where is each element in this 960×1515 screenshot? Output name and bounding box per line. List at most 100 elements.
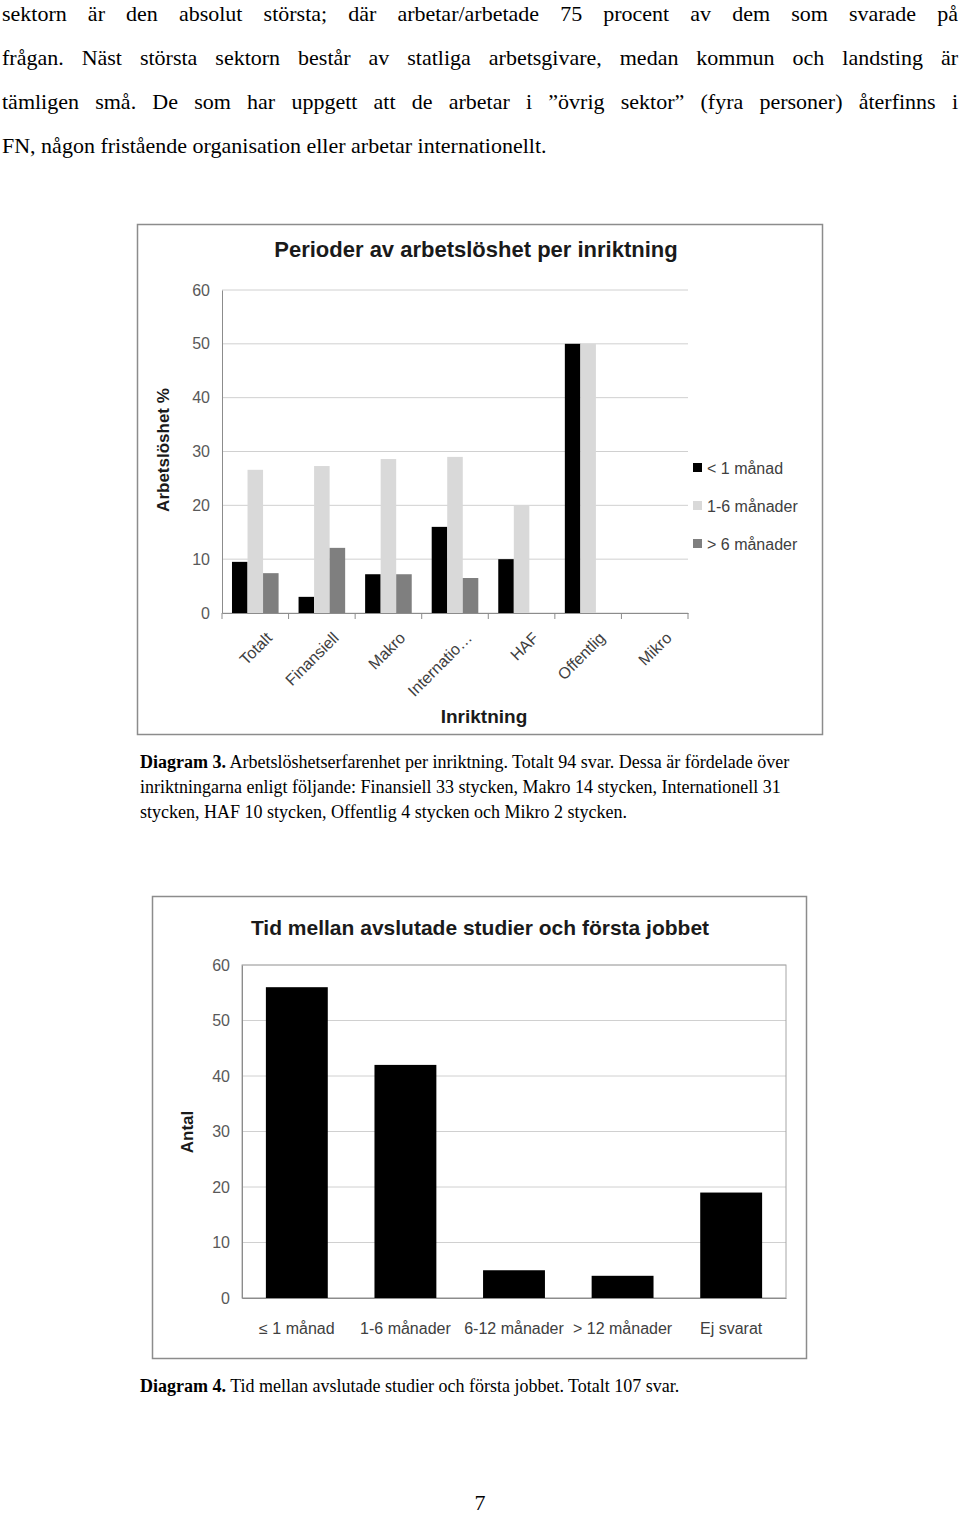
- y-tick: 20: [212, 1179, 242, 1196]
- x-axis-line: [223, 613, 689, 614]
- caption-text: Arbetslöshetserfarenhet per inriktning. …: [140, 752, 789, 822]
- caption-text: Tid mellan avslutade studier och första …: [230, 1376, 679, 1396]
- legend-swatch: [693, 539, 702, 548]
- grid: [242, 965, 786, 1298]
- x-axis: ≤ 1 månad 1-6 månader 6-12 månader > 12 mån…: [243, 1298, 787, 1337]
- bar: [580, 344, 596, 613]
- x-tick-label: HAF: [507, 629, 542, 664]
- chart: 0 10 20 30 40 50 60 ≤ 1 månad 1-6 månader 6-12 må…: [152, 896, 807, 1359]
- category-separator: [355, 613, 356, 619]
- y-tick-label: 60: [212, 957, 230, 974]
- caption-label: Diagram 4.: [140, 1376, 226, 1396]
- bars: [266, 987, 762, 1298]
- y-tick-label: 30: [212, 1123, 230, 1140]
- caption: Diagram 4. Tid mellan avslutade studier …: [140, 1374, 808, 1399]
- y-tick-label: 0: [201, 605, 210, 622]
- y-tick-label: 50: [192, 335, 210, 352]
- bar: [330, 548, 346, 613]
- x-tick-label: Makro: [365, 629, 409, 673]
- grid-line: [222, 451, 688, 452]
- x-tick: Makro: [365, 613, 409, 673]
- bar: [498, 559, 514, 613]
- y-tick-label: 20: [212, 1179, 230, 1196]
- bar: [381, 459, 397, 613]
- plot: 0 10 20 30 40 50 60 ≤ 1 månad 1-6 månader 6-12 må…: [212, 957, 786, 1337]
- legend-item: 1-6 månader: [693, 498, 798, 515]
- category-separator: [421, 613, 422, 619]
- legend-item: > 6 månader: [693, 536, 798, 553]
- y-tick-label: 20: [192, 497, 210, 514]
- chart-title: Perioder av arbetslöshet per inriktning: [274, 237, 677, 262]
- y-tick: 40: [192, 389, 222, 406]
- x-tick: Offentlig: [554, 613, 608, 683]
- x-tick-label: Mikro: [635, 629, 675, 669]
- x-tick: ≤ 1 månad: [259, 1298, 335, 1337]
- paragraph-line: tämligen små. De som har uppgett att de …: [2, 80, 958, 124]
- y-tick: 20: [192, 497, 222, 514]
- bar: [432, 527, 448, 613]
- bar: [631, 613, 647, 614]
- category-separators: [222, 613, 688, 619]
- chart: 0102030405060TotaltFinansiellMakroIntern…: [137, 224, 823, 735]
- bar: [514, 505, 530, 613]
- bar-series: [232, 344, 580, 613]
- x-axis-title: Inriktning: [441, 706, 528, 727]
- grid-line: [222, 290, 688, 291]
- y-tick: 60: [192, 282, 222, 299]
- x-axis: TotaltFinansiell MakroInternatio… HAF Offen…: [223, 613, 689, 700]
- caption-gap: [226, 1376, 230, 1396]
- y-tick: 0: [221, 1290, 242, 1307]
- y-tick: 60: [212, 957, 242, 974]
- chart-frame: [138, 225, 823, 735]
- y-tick-label: 40: [212, 1068, 230, 1085]
- x-tick-label: > 12 månader: [573, 1320, 673, 1337]
- bar: [596, 613, 612, 614]
- y-tick: 0: [201, 605, 222, 622]
- x-tick-label: Internatio…: [405, 629, 476, 700]
- y-axis-line: [242, 966, 243, 1299]
- legend: < 1 månad 1-6 månader > 6 månader: [693, 460, 798, 553]
- y-tick-label: 0: [221, 1290, 230, 1307]
- legend-label: < 1 månad: [707, 460, 783, 477]
- y-tick-label: 30: [192, 443, 210, 460]
- bar: [396, 574, 412, 613]
- x-tick: Totalt: [236, 613, 275, 668]
- bars: [232, 344, 596, 613]
- bar: [483, 1270, 545, 1298]
- bar: [662, 613, 678, 614]
- x-tick-label: ≤ 1 månad: [259, 1320, 335, 1337]
- x-tick: 1-6 månader: [360, 1298, 451, 1337]
- x-tick: > 12 månader: [573, 1298, 673, 1337]
- y-axis: 0 10 20 30 40 50 60: [212, 957, 242, 1307]
- caption: Diagram 3. Arbetslöshetserfarenhet per i…: [140, 750, 808, 825]
- bar: [463, 578, 479, 613]
- x-tick-label: 6-12 månader: [464, 1320, 564, 1337]
- y-tick: 30: [212, 1123, 242, 1140]
- chart-frame: [153, 897, 807, 1359]
- y-tick-label: 10: [212, 1234, 230, 1251]
- page-number: 7: [430, 1490, 530, 1515]
- category-separator: [488, 613, 489, 619]
- y-tick: 40: [212, 1068, 242, 1085]
- y-tick: 50: [212, 1012, 242, 1029]
- bar: [700, 1193, 762, 1298]
- x-tick: Finansiell: [282, 613, 342, 689]
- bar: [529, 613, 545, 614]
- bar: [232, 562, 248, 613]
- x-tick-label: Ej svarat: [700, 1320, 763, 1337]
- y-tick-label: 50: [212, 1012, 230, 1029]
- y-tick: 50: [192, 335, 222, 352]
- bar: [365, 574, 381, 613]
- x-tick-label: Offentlig: [554, 629, 608, 683]
- x-tick: 6-12 månader: [464, 1298, 564, 1337]
- legend-label: > 6 månader: [707, 536, 798, 553]
- y-tick: 10: [212, 1234, 242, 1251]
- bar: [266, 987, 328, 1298]
- category-separator: [288, 613, 289, 619]
- category-separator: [222, 613, 223, 619]
- x-tick: Ej svarat: [700, 1298, 763, 1337]
- x-tick-label: Totalt: [236, 629, 275, 668]
- chart-title: Tid mellan avslutade studier och första …: [251, 916, 709, 939]
- caption-gap: [226, 752, 230, 772]
- bar: [447, 457, 463, 613]
